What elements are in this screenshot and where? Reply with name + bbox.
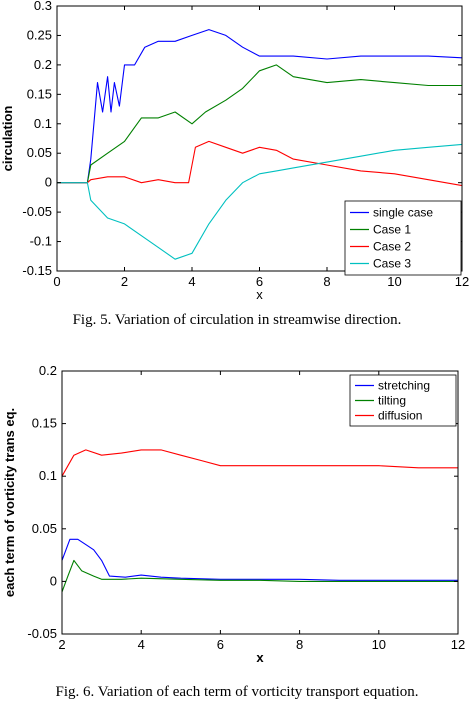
chart1-xtick-label: 6 <box>256 274 263 289</box>
chart1-series-case-3 <box>57 143 463 260</box>
chart1-series-single-case <box>57 29 463 184</box>
chart2-xtick-label: 4 <box>138 637 145 652</box>
vorticity-terms-chart: 2 4 6 8 10 12 -0.05 0 0.05 0.1 0.15 0.2 x each term o… <box>2 363 465 665</box>
chart1-xtick-label: 4 <box>188 274 195 289</box>
chart2-ytick-label: 0.2 <box>39 363 57 378</box>
chart2-xtick-label: 2 <box>58 637 65 652</box>
figure-6-caption: Fig. 6. Variation of each term of vortic… <box>55 684 419 700</box>
chart2-series-diffusion <box>61 449 458 477</box>
chart1-legend-label-case-3: Case 3 <box>373 257 411 271</box>
chart1-yaxis-label: circulation <box>0 106 15 172</box>
chart1-ytick-label: -0.1 <box>30 234 52 249</box>
chart1-series-case-2 <box>57 140 463 187</box>
chart2-ytick-label: 0 <box>50 573 57 588</box>
chart2-yaxis-label: each term of vorticity trans eq. <box>2 408 17 597</box>
figure-5-caption: Fig. 5. Variation of circulation in stre… <box>72 312 402 328</box>
chart1-legend-label-single-case: single case <box>373 206 433 220</box>
chart1-ytick-label: -0.05 <box>22 204 52 219</box>
chart2-plot-frame <box>61 370 459 635</box>
chart1-xtick-label: 10 <box>387 274 401 289</box>
chart1-legend-label-case-1: Case 1 <box>373 223 411 237</box>
chart2-xtick-label: 6 <box>217 637 224 652</box>
circulation-chart: 0 2 4 6 8 10 12 -0.15 -0.1 -0.05 0 0.05 0.1 0.15 0.2 0.… <box>0 0 469 302</box>
chart2-ytick-label: 0.1 <box>39 468 57 483</box>
chart2-xtick-label: 10 <box>372 637 386 652</box>
chart2-legend-label-stretching: stretching <box>378 379 430 393</box>
chart1-xtick-label: 0 <box>53 274 60 289</box>
chart1-xtick-label: 2 <box>121 274 128 289</box>
chart1-xaxis-label: x <box>256 287 263 302</box>
chart2-series-tilting <box>61 559 458 593</box>
chart1-ytick-label: 0.05 <box>27 145 52 160</box>
chart2-xaxis-label: x <box>256 650 264 665</box>
chart2-series-stretching <box>61 538 458 581</box>
chart1-ytick-label: 0.2 <box>34 57 52 72</box>
chart1-legend-label-case-2: Case 2 <box>373 240 411 254</box>
chart1-ytick-label: 0.3 <box>34 0 52 13</box>
chart2-ytick-label: -0.05 <box>27 626 57 641</box>
chart1-ytick-label: 0.25 <box>27 27 52 42</box>
chart1-series-case-1 <box>57 64 462 184</box>
chart1-ytick-label: -0.15 <box>22 263 52 278</box>
chart2-legend-label-diffusion: diffusion <box>378 409 422 423</box>
chart1-legend-box <box>344 200 462 276</box>
chart1-ytick-label: 0 <box>45 175 52 190</box>
chart1-ytick-label: 0.1 <box>34 116 52 131</box>
chart1-xtick-label: 12 <box>455 274 469 289</box>
chart2-xtick-label: 12 <box>451 637 465 652</box>
chart2-xtick-label: 8 <box>296 637 303 652</box>
chart2-ytick-label: 0.15 <box>32 416 57 431</box>
chart1-ytick-label: 0.15 <box>27 86 52 101</box>
chart2-ytick-label: 0.05 <box>32 521 57 536</box>
chart2-legend-label-tilting: tilting <box>378 394 406 408</box>
chart1-xtick-label: 8 <box>323 274 330 289</box>
